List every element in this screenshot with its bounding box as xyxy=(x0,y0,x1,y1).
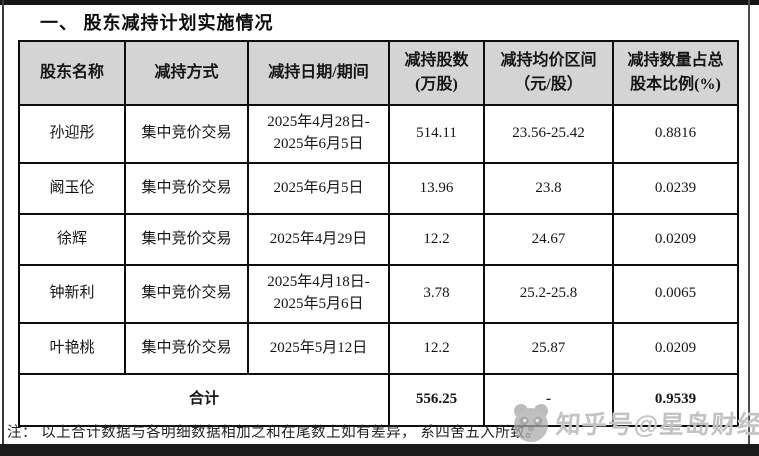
ratio-cell: 0.0239 xyxy=(612,162,739,215)
header-reduction-method: 减持方式 xyxy=(124,40,249,106)
header-price-range: 减持均价区间 （元/股） xyxy=(483,40,614,106)
ratio-cell: 0.0209 xyxy=(612,322,739,375)
table-header-row: 股东名称 减持方式 减持日期/期间 减持股数 (万股) 减持均价区间 （元/股）… xyxy=(18,40,739,106)
table-row: 叶艳桃 集中竞价交易 2025年5月12日 12.2 25.87 0.0209 xyxy=(18,322,739,375)
header-shares-reduced: 减持股数 (万股) xyxy=(388,40,485,106)
method-cell: 集中竞价交易 xyxy=(124,162,249,215)
method-cell: 集中竞价交易 xyxy=(124,264,249,324)
shareholder-name-cell: 孙迎彤 xyxy=(18,104,126,164)
header-ratio-of-total: 减持数量占总 股本比例(%) xyxy=(612,40,739,106)
price-range-cell: 25.87 xyxy=(483,322,614,375)
ratio-cell: 0.0065 xyxy=(612,264,739,324)
shares-cell: 514.11 xyxy=(388,104,485,164)
total-price-range-cell: - xyxy=(483,373,614,427)
table-row: 阚玉伦 集中竞价交易 2025年6月5日 13.96 23.8 0.0239 xyxy=(18,162,739,215)
shares-cell: 3.78 xyxy=(388,264,485,324)
method-cell: 集中竞价交易 xyxy=(124,322,249,375)
total-label-cell: 合计 xyxy=(18,373,390,427)
shareholder-reduction-table: 股东名称 减持方式 减持日期/期间 减持股数 (万股) 减持均价区间 （元/股）… xyxy=(18,40,739,427)
price-range-cell: 25.2-25.8 xyxy=(483,264,614,324)
method-cell: 集中竞价交易 xyxy=(124,213,249,266)
page-frame-top-edge xyxy=(0,0,759,5)
header-reduction-period: 减持日期/期间 xyxy=(247,40,390,106)
shares-cell: 12.2 xyxy=(388,213,485,266)
total-shares-cell: 556.25 xyxy=(388,373,485,427)
shareholder-name-cell: 徐辉 xyxy=(18,213,126,266)
price-range-cell: 24.67 xyxy=(483,213,614,266)
period-cell: 2025年5月12日 xyxy=(247,322,390,375)
period-cell: 2025年4月29日 xyxy=(247,213,390,266)
page-frame-right-edge xyxy=(748,0,750,450)
table-row: 孙迎彤 集中竞价交易 2025年4月28日- 2025年6月5日 514.11 … xyxy=(18,104,739,164)
header-shareholder-name: 股东名称 xyxy=(18,40,126,106)
total-ratio-cell: 0.9539 xyxy=(612,373,739,427)
shares-cell: 12.2 xyxy=(388,322,485,375)
shareholder-name-cell: 叶艳桃 xyxy=(18,322,126,375)
ratio-cell: 0.8816 xyxy=(612,104,739,164)
table-row: 钟新利 集中竞价交易 2025年4月18日- 2025年5月6日 3.78 25… xyxy=(18,264,739,324)
page-frame-left-edge xyxy=(2,0,4,456)
section-title: 一、 股东减持计划实施情况 xyxy=(40,13,274,33)
period-cell: 2025年4月28日- 2025年6月5日 xyxy=(247,104,390,164)
shareholder-name-cell: 钟新利 xyxy=(18,264,126,324)
table-total-row: 合计 556.25 - 0.9539 xyxy=(18,373,739,427)
table-row: 徐辉 集中竞价交易 2025年4月29日 12.2 24.67 0.0209 xyxy=(18,213,739,266)
price-range-cell: 23.8 xyxy=(483,162,614,215)
period-cell: 2025年6月5日 xyxy=(247,162,390,215)
footnote-text: 注： 以上合计数据与各明细数据相加之和在尾数上如有差异， 系四舍五入所致。 xyxy=(7,425,541,441)
page-frame-bottom-edge xyxy=(0,444,759,456)
price-range-cell: 23.56-25.42 xyxy=(483,104,614,164)
shareholder-name-cell: 阚玉伦 xyxy=(18,162,126,215)
method-cell: 集中竞价交易 xyxy=(124,104,249,164)
ratio-cell: 0.0209 xyxy=(612,213,739,266)
shares-cell: 13.96 xyxy=(388,162,485,215)
period-cell: 2025年4月18日- 2025年5月6日 xyxy=(247,264,390,324)
